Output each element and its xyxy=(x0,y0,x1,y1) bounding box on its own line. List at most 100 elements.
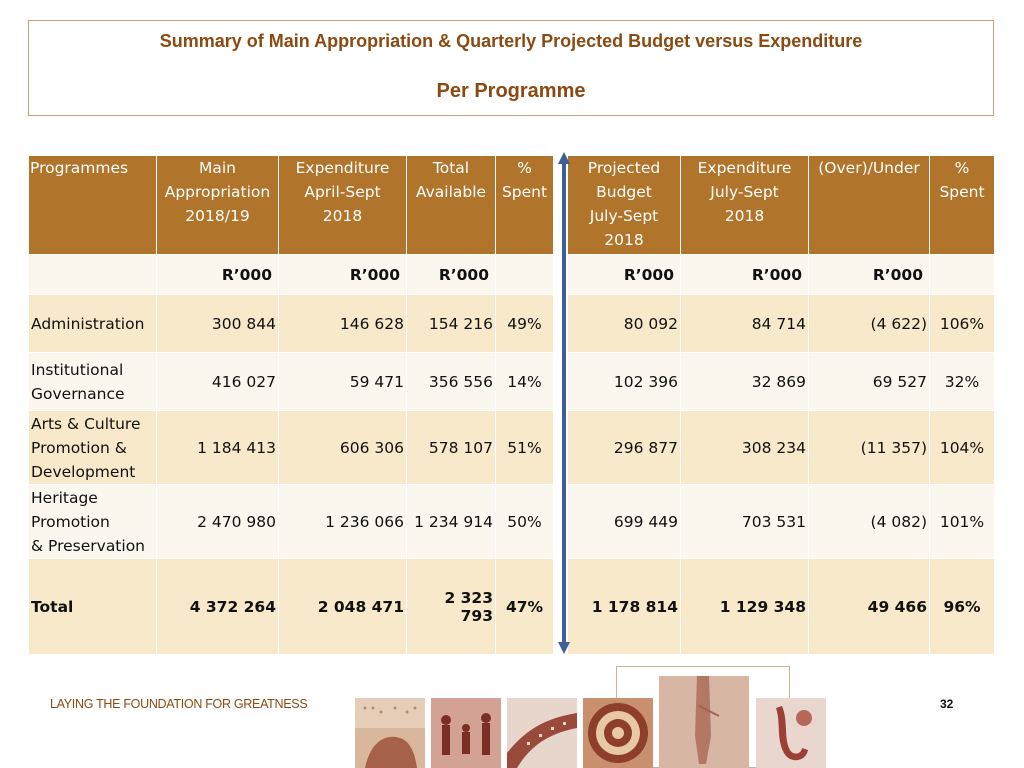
table-cell: 106% xyxy=(929,294,995,353)
column-header-label: 2018 xyxy=(322,207,363,225)
table-cell: 296 877 xyxy=(567,410,681,485)
table-cell: 49 466 xyxy=(808,558,930,655)
column-header-label: Expenditure xyxy=(697,159,792,177)
column-header-label: July-Sept xyxy=(710,183,779,201)
column-header-label: Appropriation xyxy=(164,183,271,201)
budget-table: Programmes Main Appropriation 2018/19 Ex… xyxy=(28,155,995,655)
family-photo xyxy=(431,698,501,768)
table-cell: 49% xyxy=(495,294,554,353)
table-cell: 1 236 066 xyxy=(278,484,407,559)
column-header-label: 2018 xyxy=(604,231,644,249)
table-cell: 59 471 xyxy=(278,352,407,411)
table-cell: 2 048 471 xyxy=(278,558,407,655)
table-cell: 356 556 xyxy=(406,352,496,411)
table-cell: (4 082) xyxy=(808,484,930,559)
page-subtitle: Per Programme xyxy=(436,80,586,102)
header-row: Programmes Main Appropriation 2018/19 Ex… xyxy=(28,155,995,255)
column-header-label: Total xyxy=(432,159,470,177)
table-cell: 80 092 xyxy=(567,294,681,353)
unit-cell xyxy=(929,254,995,295)
programme-label: Total xyxy=(28,558,157,655)
unit-cell: R’000 xyxy=(278,254,407,295)
column-header-label: Available xyxy=(415,183,487,201)
column-header: Main Appropriation 2018/19 xyxy=(156,155,279,255)
column-header: Projected Budget July-Sept 2018 xyxy=(567,155,681,255)
unit-cell xyxy=(495,254,554,295)
programme-label: Institutional Governance xyxy=(28,352,157,411)
table-cell: 102 396 xyxy=(567,352,681,411)
column-header-label: April-Sept xyxy=(304,183,381,201)
column-header: % Spent xyxy=(929,155,995,255)
column-header-label: % xyxy=(954,159,970,177)
table-cell: 69 527 xyxy=(808,352,930,411)
table-cell: 2 323 793 xyxy=(406,558,496,655)
table-cell: 47% xyxy=(495,558,554,655)
unit-cell: R’000 xyxy=(406,254,496,295)
table-cell: 32% xyxy=(929,352,995,411)
column-header-label: July-Sept xyxy=(589,207,659,225)
unit-cell xyxy=(28,254,157,295)
column-header: (Over)/Under xyxy=(808,155,930,255)
table-cell: 578 107 xyxy=(406,410,496,485)
table-cell: 51% xyxy=(495,410,554,485)
film-reel-photo xyxy=(507,698,577,768)
column-header: Expenditure July-Sept 2018 xyxy=(680,155,809,255)
unit-cell: R’000 xyxy=(567,254,681,295)
column-header: Expenditure April-Sept 2018 xyxy=(278,155,407,255)
table-cell: (11 357) xyxy=(808,410,930,485)
table-cell: 1 184 413 xyxy=(156,410,279,485)
table-cell: 1 129 348 xyxy=(680,558,809,655)
table-cell: 606 306 xyxy=(278,410,407,485)
table-cell: 699 449 xyxy=(567,484,681,559)
table-cell: 308 234 xyxy=(680,410,809,485)
unit-cell: R’000 xyxy=(680,254,809,295)
footer-tagline: LAYING THE FOUNDATION FOR GREATNESS xyxy=(50,697,308,711)
programme-label: Administration xyxy=(28,294,157,353)
table-row: Heritage Promotion & Preservation 2 470 98… xyxy=(28,484,995,559)
unit-cell: R’000 xyxy=(808,254,930,295)
column-header-label: Projected xyxy=(587,159,661,177)
table-cell: 101% xyxy=(929,484,995,559)
table-cell: 4 372 264 xyxy=(156,558,279,655)
table-cell: 14% xyxy=(495,352,554,411)
column-header: % Spent xyxy=(495,155,554,255)
total-row: Total 4 372 264 2 048 471 2 323 793 47% … xyxy=(28,558,995,655)
table-cell: 2 470 980 xyxy=(156,484,279,559)
table-cell: 703 531 xyxy=(680,484,809,559)
column-header-label: Expenditure xyxy=(295,159,390,177)
braille-photo xyxy=(355,698,425,768)
column-header: Programmes xyxy=(28,155,157,255)
table-cell: 154 216 xyxy=(406,294,496,353)
table-row: Institutional Governance 416 027 59 471 3… xyxy=(28,352,995,411)
column-header-label: 2018/19 xyxy=(185,207,250,225)
table-cell: 84 714 xyxy=(680,294,809,353)
programme-label: Heritage Promotion & Preservation xyxy=(28,484,157,559)
table-row: Administration 300 844 146 628 154 216 4… xyxy=(28,294,995,353)
units-row: R’000 R’000 R’000 R’000 R’000 R’000 xyxy=(28,254,995,295)
programme-label: Arts & Culture Promotion & Development xyxy=(28,410,157,485)
beadwork-photo xyxy=(583,698,653,768)
title-box: Summary of Main Appropriation & Quarterl… xyxy=(28,20,994,116)
saxophone-photo xyxy=(756,698,826,768)
column-header-label: (Over)/Under xyxy=(818,159,920,177)
table-cell: 146 628 xyxy=(278,294,407,353)
unit-cell: R’000 xyxy=(156,254,279,295)
double-arrow-divider xyxy=(558,152,570,654)
table-cell: 416 027 xyxy=(156,352,279,411)
table-cell: (4 622) xyxy=(808,294,930,353)
ballet-photo xyxy=(659,676,749,768)
table-row: Arts & Culture Promotion & Development 1 1… xyxy=(28,410,995,485)
table-cell: 96% xyxy=(929,558,995,655)
column-header-label: Main xyxy=(198,159,236,177)
table-cell: 300 844 xyxy=(156,294,279,353)
table-cell: 1 234 914 xyxy=(406,484,496,559)
table-cell: 104% xyxy=(929,410,995,485)
column-header: Total Available xyxy=(406,155,496,255)
table-cell: 32 869 xyxy=(680,352,809,411)
column-header-label: % xyxy=(517,159,532,177)
page-title: Summary of Main Appropriation & Quarterl… xyxy=(159,31,863,51)
table-cell: 1 178 814 xyxy=(567,558,681,655)
column-header-label: 2018 xyxy=(724,207,765,225)
column-header-label: Spent xyxy=(501,183,548,201)
column-header-label: Programmes xyxy=(30,159,129,177)
